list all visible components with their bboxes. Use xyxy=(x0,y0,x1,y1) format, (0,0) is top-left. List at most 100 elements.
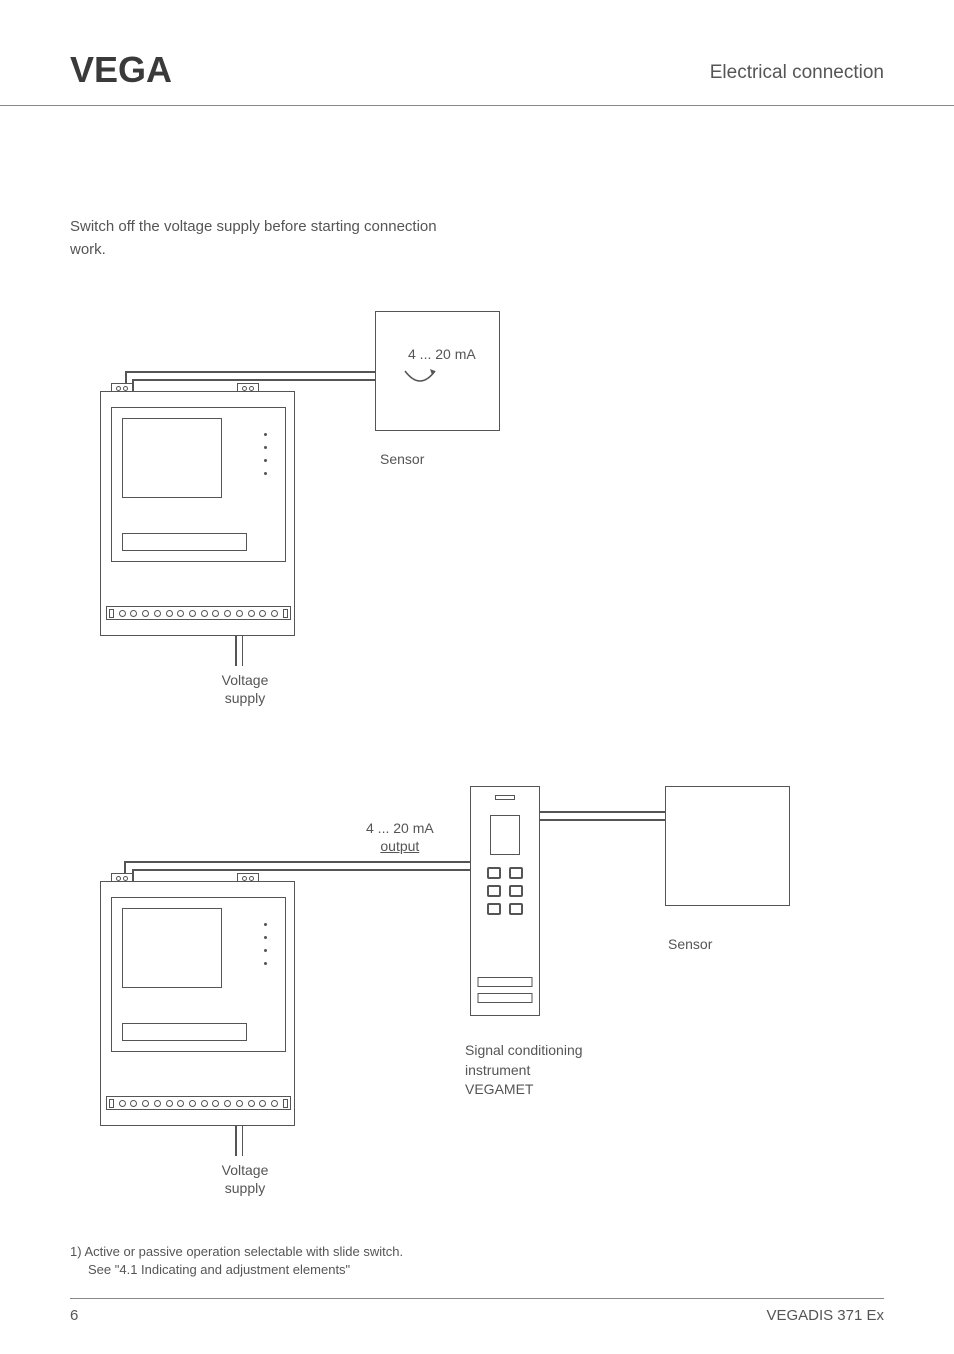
output-line1: 4 ... 20 mA xyxy=(366,819,434,837)
voltage-line2: supply xyxy=(225,1180,265,1196)
wire-horizontal-1 xyxy=(125,371,375,373)
device-top-tabs xyxy=(101,873,294,882)
voltage-line2: supply xyxy=(225,690,265,706)
sensor-box-2 xyxy=(665,786,790,906)
terminal xyxy=(130,610,137,617)
vegamet-buttons xyxy=(483,867,527,921)
section-title: Electrical connection xyxy=(710,62,884,84)
vegamet-line2: instrument xyxy=(465,1061,583,1081)
vegamet-line3: VEGAMET xyxy=(465,1080,583,1100)
terminal xyxy=(201,1100,208,1107)
terminal xyxy=(259,610,266,617)
logo: VEGA xyxy=(70,50,200,95)
output-line2: output xyxy=(380,838,419,854)
tab-right xyxy=(237,383,259,391)
terminal xyxy=(166,1100,173,1107)
bottom-rect xyxy=(122,533,247,551)
page-number: 6 xyxy=(70,1307,78,1324)
tab-right xyxy=(237,873,259,881)
voltage-wires-2 xyxy=(235,1126,243,1156)
dot xyxy=(264,446,267,449)
terminal xyxy=(212,1100,219,1107)
footnote-line1: 1) Active or passive operation selectabl… xyxy=(70,1243,403,1261)
sensor-label-2: Sensor xyxy=(668,936,712,952)
display-screen xyxy=(122,908,222,988)
terminal-strip xyxy=(106,606,291,620)
device-inner xyxy=(111,897,286,1052)
button-square xyxy=(509,903,523,915)
button-row xyxy=(483,867,527,879)
device-box xyxy=(100,391,295,636)
button-row xyxy=(483,903,527,915)
wire-vegamet-sensor-1 xyxy=(540,811,665,813)
terminal xyxy=(248,1100,255,1107)
wire-device-vegamet-1 xyxy=(124,861,470,863)
display-screen xyxy=(122,418,222,498)
terminal xyxy=(154,1100,161,1107)
sensor-label: Sensor xyxy=(380,451,424,467)
button-square xyxy=(487,867,501,879)
dot xyxy=(264,936,267,939)
vegamet-box xyxy=(470,786,540,1016)
dots-column xyxy=(264,923,267,975)
terminal-end xyxy=(283,609,288,618)
doc-title: VEGADIS 371 Ex xyxy=(766,1307,884,1324)
button-row xyxy=(483,885,527,897)
meter-arc-icon xyxy=(400,366,440,396)
vegamet-line1: Signal conditioning xyxy=(465,1041,583,1061)
intro-paragraph: Switch off the voltage supply before sta… xyxy=(70,216,470,261)
voltage-supply-label-2: Voltage supply xyxy=(215,1161,275,1197)
footnote-line2: See "4.1 Indicating and adjustment eleme… xyxy=(70,1261,403,1279)
vegamet-slot-1 xyxy=(478,977,533,987)
dot xyxy=(264,949,267,952)
vegamet-label: Signal conditioning instrument VEGAMET xyxy=(465,1041,583,1100)
diagram-1: Voltage supply 4 ... 20 mA Sensor xyxy=(70,331,884,751)
tab-left xyxy=(111,873,133,881)
terminal xyxy=(271,1100,278,1107)
tab-left xyxy=(111,383,133,391)
voltage-wires xyxy=(235,636,243,666)
terminal xyxy=(177,1100,184,1107)
logo-text: VEGA xyxy=(70,50,172,90)
device-top-tabs xyxy=(101,383,294,392)
page-footer: 6 VEGADIS 371 Ex xyxy=(70,1298,884,1324)
terminal-end xyxy=(283,1099,288,1108)
terminal xyxy=(271,610,278,617)
terminal-end xyxy=(109,609,114,618)
dot xyxy=(264,433,267,436)
terminal xyxy=(142,1100,149,1107)
terminal xyxy=(119,610,126,617)
dot xyxy=(264,472,267,475)
button-square xyxy=(487,885,501,897)
terminal xyxy=(224,610,231,617)
device-box-2 xyxy=(100,881,295,1126)
terminal xyxy=(201,610,208,617)
terminal xyxy=(212,610,219,617)
current-range-label: 4 ... 20 mA xyxy=(408,346,476,362)
terminal xyxy=(130,1100,137,1107)
terminal xyxy=(248,610,255,617)
button-square xyxy=(509,867,523,879)
wire-device-vegamet-2 xyxy=(132,869,470,871)
terminal xyxy=(224,1100,231,1107)
footnote: 1) Active or passive operation selectabl… xyxy=(70,1243,403,1279)
diagram-2: 4 ... 20 mA output xyxy=(70,811,884,1271)
voltage-supply-label: Voltage supply xyxy=(215,671,275,707)
button-square xyxy=(509,885,523,897)
page-header: VEGA Electrical connection xyxy=(0,0,954,106)
terminal xyxy=(177,610,184,617)
page-content: Switch off the voltage supply before sta… xyxy=(0,216,954,1271)
dot xyxy=(264,962,267,965)
terminal xyxy=(119,1100,126,1107)
terminal xyxy=(166,610,173,617)
wire-vegamet-sensor-2 xyxy=(540,819,665,821)
terminal-end xyxy=(109,1099,114,1108)
vegamet-top-slot xyxy=(495,795,515,800)
vegamet-display xyxy=(490,815,520,855)
dot xyxy=(264,923,267,926)
voltage-line1: Voltage xyxy=(222,672,269,688)
terminal xyxy=(236,1100,243,1107)
device-inner xyxy=(111,407,286,562)
voltage-line1: Voltage xyxy=(222,1162,269,1178)
vegamet-slot-2 xyxy=(478,993,533,1003)
